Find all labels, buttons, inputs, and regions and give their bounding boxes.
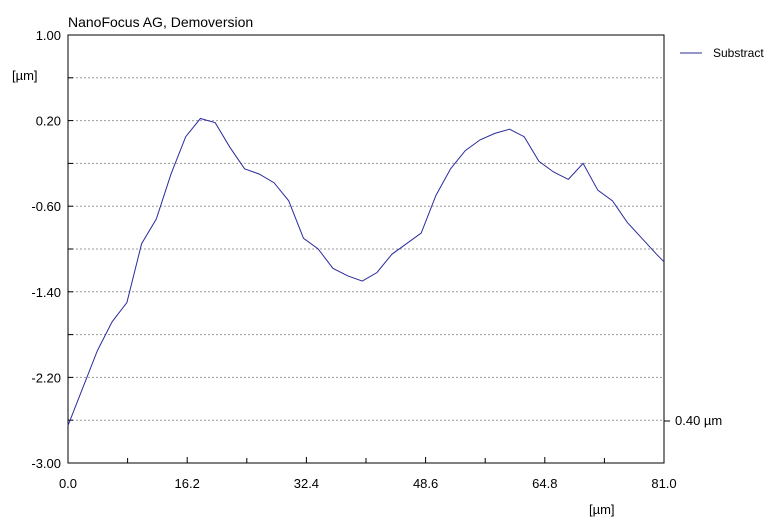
x-tick-label: 64.8 <box>532 476 557 491</box>
x-tick-label: 32.4 <box>294 476 319 491</box>
y-tick-label: -1.40 <box>31 285 61 300</box>
scale-marker-label: 0.40 µm <box>675 413 722 428</box>
axis-ticks <box>67 34 665 464</box>
x-tick-label: 16.2 <box>175 476 200 491</box>
x-tick-label: 0.0 <box>59 476 77 491</box>
chart-title: NanoFocus AG, Demoversion <box>68 14 253 30</box>
x-tick-label: 48.6 <box>413 476 438 491</box>
series-group <box>67 117 665 426</box>
y-tick-label: -3.00 <box>31 456 61 471</box>
x-tick-label: 81.0 <box>651 476 676 491</box>
legend: Substract <box>680 46 764 60</box>
y-axis-label: [µm] <box>12 68 38 83</box>
y-tick-label: 0.20 <box>36 114 61 129</box>
y-tick-label: 1.00 <box>36 28 61 43</box>
axis-tick-labels: 1.00 0.20 -0.60 -1.40 -2.20 -3.00 0.0 16.2 32.4 4… <box>31 28 676 491</box>
grid <box>68 77 664 421</box>
series-line-0 <box>67 117 665 426</box>
scale-marker: 0.40 µm <box>664 413 722 428</box>
y-tick-label: -0.60 <box>31 199 61 214</box>
legend-label: Substract <box>713 46 764 60</box>
y-tick-label: -2.20 <box>31 370 61 385</box>
x-axis-label: [µm] <box>589 502 615 517</box>
